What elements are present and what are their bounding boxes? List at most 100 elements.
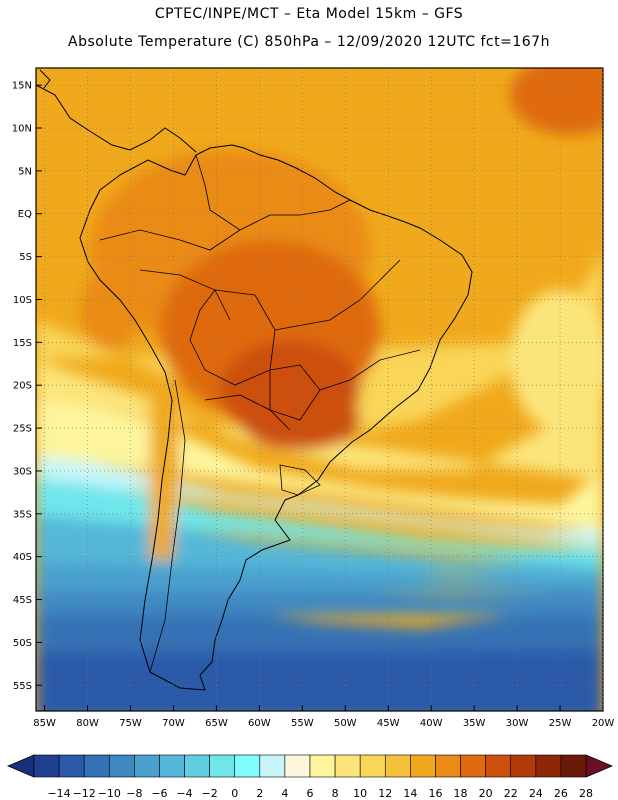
colorbar-swatch [234, 754, 261, 778]
colorbar-swatch [334, 754, 361, 778]
lat-tick-label: 50S [13, 638, 32, 649]
lon-tick-label: 65W [205, 718, 228, 729]
gridlines [36, 68, 604, 711]
field-pacific-warm [80, 270, 140, 350]
coastlines [36, 69, 473, 691]
lon-tick-label: 70W [162, 718, 185, 729]
field-andes-strip [150, 380, 180, 560]
lat-tick-label: 20S [13, 381, 32, 392]
lon-tick-label: 50W [334, 718, 357, 729]
field-warm-band-1 [36, 330, 603, 480]
colorbar-label: −4 [176, 787, 192, 800]
lon-tick-label: 60W [248, 718, 271, 729]
field-cold-band-5 [36, 505, 603, 578]
colorbar-label: −2 [202, 787, 218, 800]
colorbar-swatch [435, 754, 461, 778]
colorbar-swatch [384, 754, 411, 778]
plot-frame [35, 67, 604, 712]
lat-tick-label: 55S [13, 681, 32, 692]
lon-tick-label: 75W [119, 718, 142, 729]
colorbar-label: 18 [454, 787, 468, 800]
south-america-coastline [79, 144, 473, 691]
colorbar-label: 26 [554, 787, 568, 800]
colorbar-high-arrow [585, 754, 614, 778]
lat-tick-label: 30S [13, 466, 32, 477]
colorbar-label: −8 [126, 787, 142, 800]
lat-tick-label: 10S [13, 295, 32, 306]
border-paraguay [269, 364, 321, 421]
lon-tick-label: 20W [592, 718, 615, 729]
colorbar-swatch [159, 754, 185, 778]
lon-tick-label: 85W [33, 718, 56, 729]
border-argentina-chile [149, 379, 186, 673]
colorbar-swatch [184, 754, 210, 778]
lon-tick-label: 30W [506, 718, 529, 729]
lat-tick-label: 10N [12, 124, 32, 135]
border-colombia-venezuela [195, 154, 241, 231]
lat-tick-label: 25S [13, 424, 32, 435]
field-atlantic-patch [510, 290, 603, 430]
field-caribbean-hot [510, 68, 603, 135]
colorbar-swatch [259, 754, 286, 778]
border-uruguay [279, 464, 321, 496]
colorbar-swatch [284, 754, 311, 778]
border-peru-brazil [139, 269, 231, 321]
colorbar-swatch [460, 754, 486, 778]
colorbar-label: 22 [504, 787, 518, 800]
colorbar-swatch [33, 754, 60, 778]
border-colombia-peru [99, 229, 241, 251]
map-title-line-1: CPTEC/INPE/MCT – Eta Model 15km – GFS [154, 6, 464, 22]
colorbar-swatch [485, 754, 512, 778]
colorbar-label: 8 [332, 787, 339, 800]
colorbar-label: 6 [307, 787, 314, 800]
latitude-axis: 15N 10N 5N EQ 5S 10S 15S 20S 25S 30S 35S 40S 45S 50S 5… [12, 81, 42, 692]
lat-tick-label: 40S [13, 552, 32, 563]
lat-tick-label: 35S [13, 509, 32, 520]
lon-tick-label: 45W [377, 718, 400, 729]
field-cold-band-6 [36, 470, 603, 566]
lat-tick-label: EQ [18, 209, 32, 220]
colorbar-label: −10 [98, 787, 121, 800]
border-brazil-states [274, 259, 421, 391]
colorbar-swatch [359, 754, 386, 778]
lat-tick-label: 5S [19, 252, 32, 263]
colorbar-swatch [410, 754, 436, 778]
colorbar-label: 14 [403, 787, 417, 800]
colorbar-label: 0 [231, 787, 238, 800]
colorbar-swatch [58, 754, 85, 778]
colorbar-label: 24 [529, 787, 543, 800]
colorbar-label: 10 [353, 787, 367, 800]
colorbar: −14 −12 −10 −8 −6 −4 −2 0 2 4 6 8 10 12 14 16 18 20 22 24 26… [6, 754, 614, 800]
colorbar-swatch [209, 754, 236, 778]
central-america-coastline [36, 84, 197, 153]
field-cold-band-1 [36, 640, 603, 711]
colorbar-label: −12 [73, 787, 96, 800]
lat-tick-label: 15S [13, 338, 32, 349]
lon-tick-label: 40W [420, 718, 443, 729]
colorbar-low-arrow [6, 754, 35, 778]
colorbar-swatch [535, 754, 562, 778]
border-argentina-north [204, 394, 291, 431]
temperature-field [36, 68, 603, 711]
field-mild-band [36, 395, 603, 530]
lat-tick-label: 15N [12, 81, 32, 92]
colorbar-label: 4 [281, 787, 288, 800]
colorbar-label: 16 [428, 787, 442, 800]
lon-tick-label: 25W [549, 718, 572, 729]
lon-tick-label: 80W [76, 718, 99, 729]
country-borders [99, 154, 421, 673]
field-cold-band-2 [36, 606, 603, 652]
lon-tick-label: 55W [291, 718, 314, 729]
colorbar-label: 20 [479, 787, 493, 800]
colorbar-label: 28 [579, 787, 593, 800]
colorbar-swatch [108, 754, 135, 778]
lat-tick-label: 45S [13, 595, 32, 606]
colorbar-label: 2 [256, 787, 263, 800]
colorbar-swatch [83, 754, 110, 778]
field-warm-band-2 [36, 250, 603, 440]
border-brazil-north [239, 199, 351, 231]
colorbar-swatch [309, 754, 336, 778]
colorbar-label: 12 [378, 787, 392, 800]
field-cold-band-7 [36, 452, 603, 548]
